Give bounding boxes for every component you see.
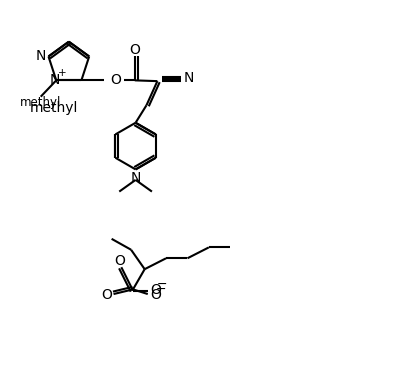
Text: O: O <box>129 43 140 57</box>
Text: N: N <box>183 71 193 85</box>
Text: O: O <box>115 254 125 268</box>
Text: N: N <box>130 171 141 185</box>
Text: O: O <box>150 283 161 297</box>
Text: −: − <box>156 282 166 296</box>
Text: methyl: methyl <box>30 101 78 115</box>
Text: O: O <box>101 288 112 302</box>
Text: O: O <box>111 74 121 87</box>
Text: −: − <box>156 278 166 291</box>
Text: N: N <box>36 49 46 63</box>
Text: +: + <box>58 68 67 78</box>
Text: O: O <box>150 288 161 302</box>
Text: methyl: methyl <box>19 96 61 109</box>
Text: N: N <box>50 73 60 87</box>
